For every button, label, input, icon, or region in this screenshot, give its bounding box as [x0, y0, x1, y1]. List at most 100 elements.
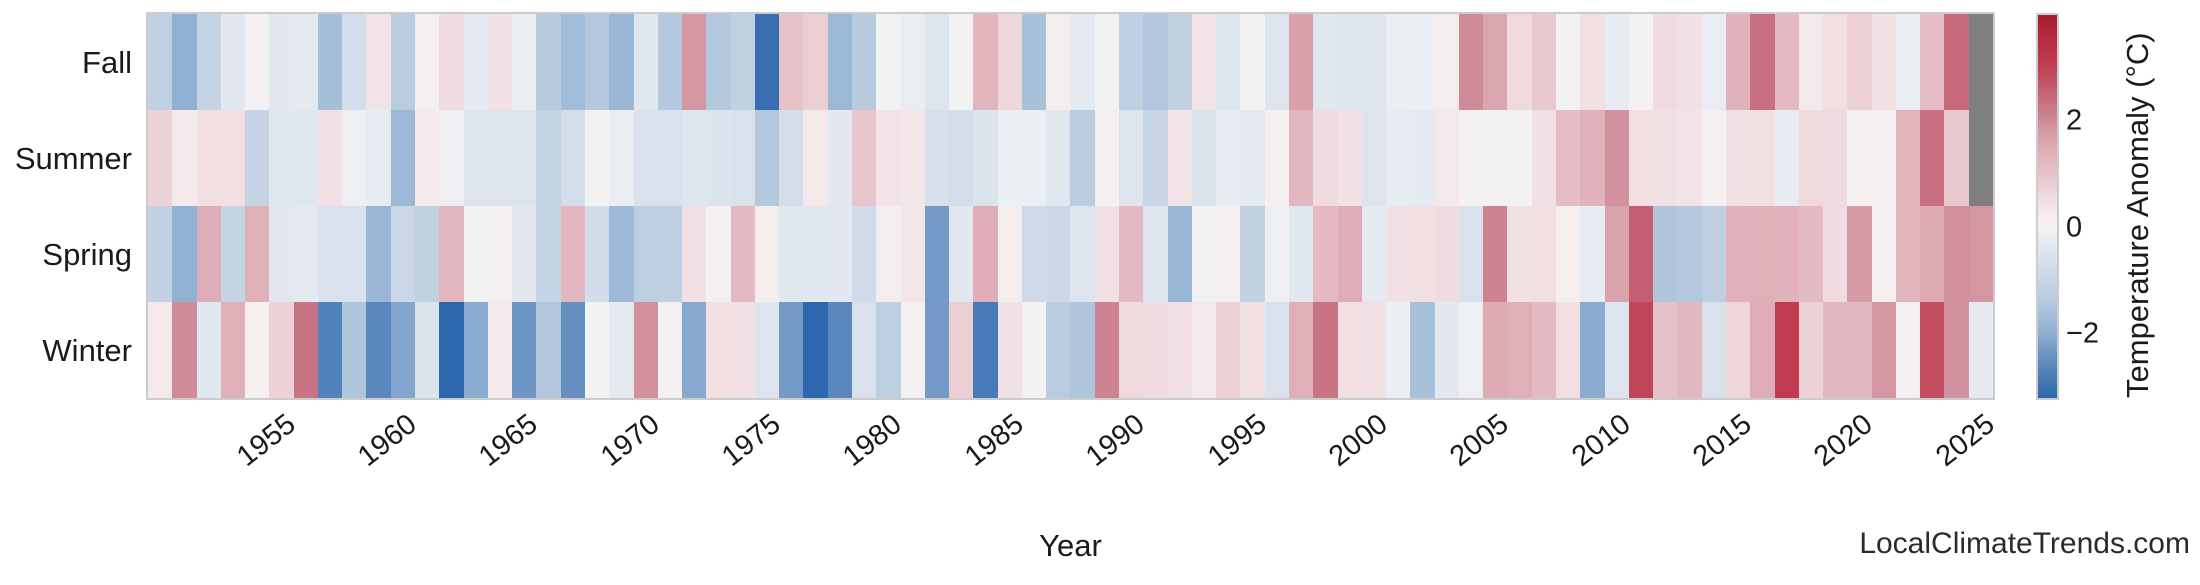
- heatmap-cell: [1798, 206, 1824, 302]
- heatmap-cell: [1434, 14, 1459, 110]
- heatmap-cell: [1337, 14, 1362, 110]
- heatmap-cell: [1798, 302, 1824, 398]
- heatmap-cell: [439, 302, 464, 398]
- heatmap-cell: [949, 206, 974, 302]
- x-tick-label: 2010: [1565, 408, 1637, 473]
- heatmap-cell: [1191, 14, 1217, 110]
- heatmap-cell: [682, 206, 707, 302]
- heatmap-cell: [973, 206, 998, 302]
- heatmap-cell: [148, 302, 173, 398]
- heatmap-cell: [1361, 302, 1387, 398]
- heatmap-cell: [1264, 14, 1289, 110]
- heatmap-cell: [1361, 14, 1387, 110]
- heatmap-cell: [342, 110, 367, 206]
- x-tick-label: 2020: [1808, 408, 1880, 473]
- heatmap-cell: [1046, 14, 1071, 110]
- heatmap-cell: [1677, 206, 1702, 302]
- heatmap-cell: [1119, 14, 1144, 110]
- colorbar-title: Temperature Anomaly (°C): [2120, 32, 2155, 398]
- heatmap-cell: [560, 302, 585, 398]
- heatmap-cell: [682, 110, 707, 206]
- heatmap-cell: [1507, 206, 1532, 302]
- heatmap-cell: [1628, 110, 1654, 206]
- heatmap-cell: [852, 302, 877, 398]
- heatmap-cell: [754, 110, 780, 206]
- heatmap-cell: [852, 110, 877, 206]
- heatmap-cell: [1119, 110, 1144, 206]
- heatmap-cell: [536, 110, 561, 206]
- heatmap-cell: [1823, 206, 1848, 302]
- heatmap-cell: [536, 206, 561, 302]
- heatmap-cell: [196, 302, 221, 398]
- x-tick-label: 1990: [1080, 408, 1151, 473]
- heatmap-cell: [1895, 302, 1921, 398]
- heatmap-cell: [997, 110, 1022, 206]
- heatmap-cell: [1798, 110, 1824, 206]
- heatmap-cell: [754, 302, 780, 398]
- heatmap-cell: [1653, 206, 1678, 302]
- heatmap-cell: [1895, 206, 1921, 302]
- heatmap-cell: [609, 14, 634, 110]
- heatmap-cell: [924, 14, 950, 110]
- heatmap-cell: [293, 110, 318, 206]
- heatmap-cell: [1458, 206, 1484, 302]
- heatmap-cell: [827, 14, 852, 110]
- heatmap-cell: [1143, 110, 1168, 206]
- heatmap-cell: [1264, 206, 1289, 302]
- heatmap-cell: [342, 206, 367, 302]
- heatmap-cell: [1434, 302, 1459, 398]
- heatmap-cell: [803, 14, 828, 110]
- heatmap-cell: [220, 206, 246, 302]
- heatmap-cell: [754, 206, 780, 302]
- heatmap-cell: [1725, 206, 1751, 302]
- heatmap-cell: [1070, 206, 1095, 302]
- heatmap-cell: [949, 14, 974, 110]
- heatmap-cell: [633, 206, 658, 302]
- heatmap-cell: [415, 302, 440, 398]
- heatmap-cell: [876, 110, 901, 206]
- heatmap-cell: [1580, 14, 1605, 110]
- heatmap-cell: [1094, 206, 1120, 302]
- heatmap-cell: [220, 14, 246, 110]
- heatmap-cell: [512, 14, 537, 110]
- heatmap-cell: [317, 14, 343, 110]
- heatmap-cell: [1216, 206, 1241, 302]
- heatmap-cell: [1288, 110, 1314, 206]
- heatmap-cell: [609, 302, 634, 398]
- heatmap-cell: [1556, 110, 1581, 206]
- heatmap-cell: [172, 14, 197, 110]
- x-tick-label: 1955: [230, 408, 302, 473]
- heatmap-cell: [487, 14, 513, 110]
- heatmap-cell: [584, 302, 610, 398]
- heatmap-cell: [924, 302, 950, 398]
- heatmap-cell: [730, 14, 755, 110]
- heatmap-cell: [1701, 110, 1726, 206]
- heatmap-cell: [245, 206, 270, 302]
- heatmap-cell: [609, 110, 634, 206]
- heatmap-cell: [730, 302, 755, 398]
- heatmap-cell: [1240, 14, 1265, 110]
- heatmap-cell: [148, 110, 173, 206]
- heatmap-cell: [172, 110, 197, 206]
- heatmap-cell: [1774, 110, 1799, 206]
- heatmap-cell: [1653, 110, 1678, 206]
- x-tick-label: 2025: [1930, 408, 2001, 473]
- heatmap-cell: [1895, 14, 1921, 110]
- heatmap-cell: [1191, 302, 1217, 398]
- heatmap-cell: [900, 302, 925, 398]
- heatmap-cell: [1143, 14, 1168, 110]
- heatmap-cell: [1725, 14, 1751, 110]
- heatmap-cell: [415, 110, 440, 206]
- heatmap-cell: [1167, 302, 1192, 398]
- heatmap-cell: [1094, 14, 1120, 110]
- heatmap-cell: [1580, 206, 1605, 302]
- heatmap-cell: [317, 302, 343, 398]
- heatmap-cell: [560, 110, 585, 206]
- heatmap-cell: [293, 14, 318, 110]
- heatmap-cell: [1458, 302, 1484, 398]
- heatmap-cell: [1240, 110, 1265, 206]
- heatmap-cell: [1167, 14, 1192, 110]
- x-tick-label: 1960: [352, 408, 423, 473]
- x-tick-label: 1975: [716, 408, 787, 473]
